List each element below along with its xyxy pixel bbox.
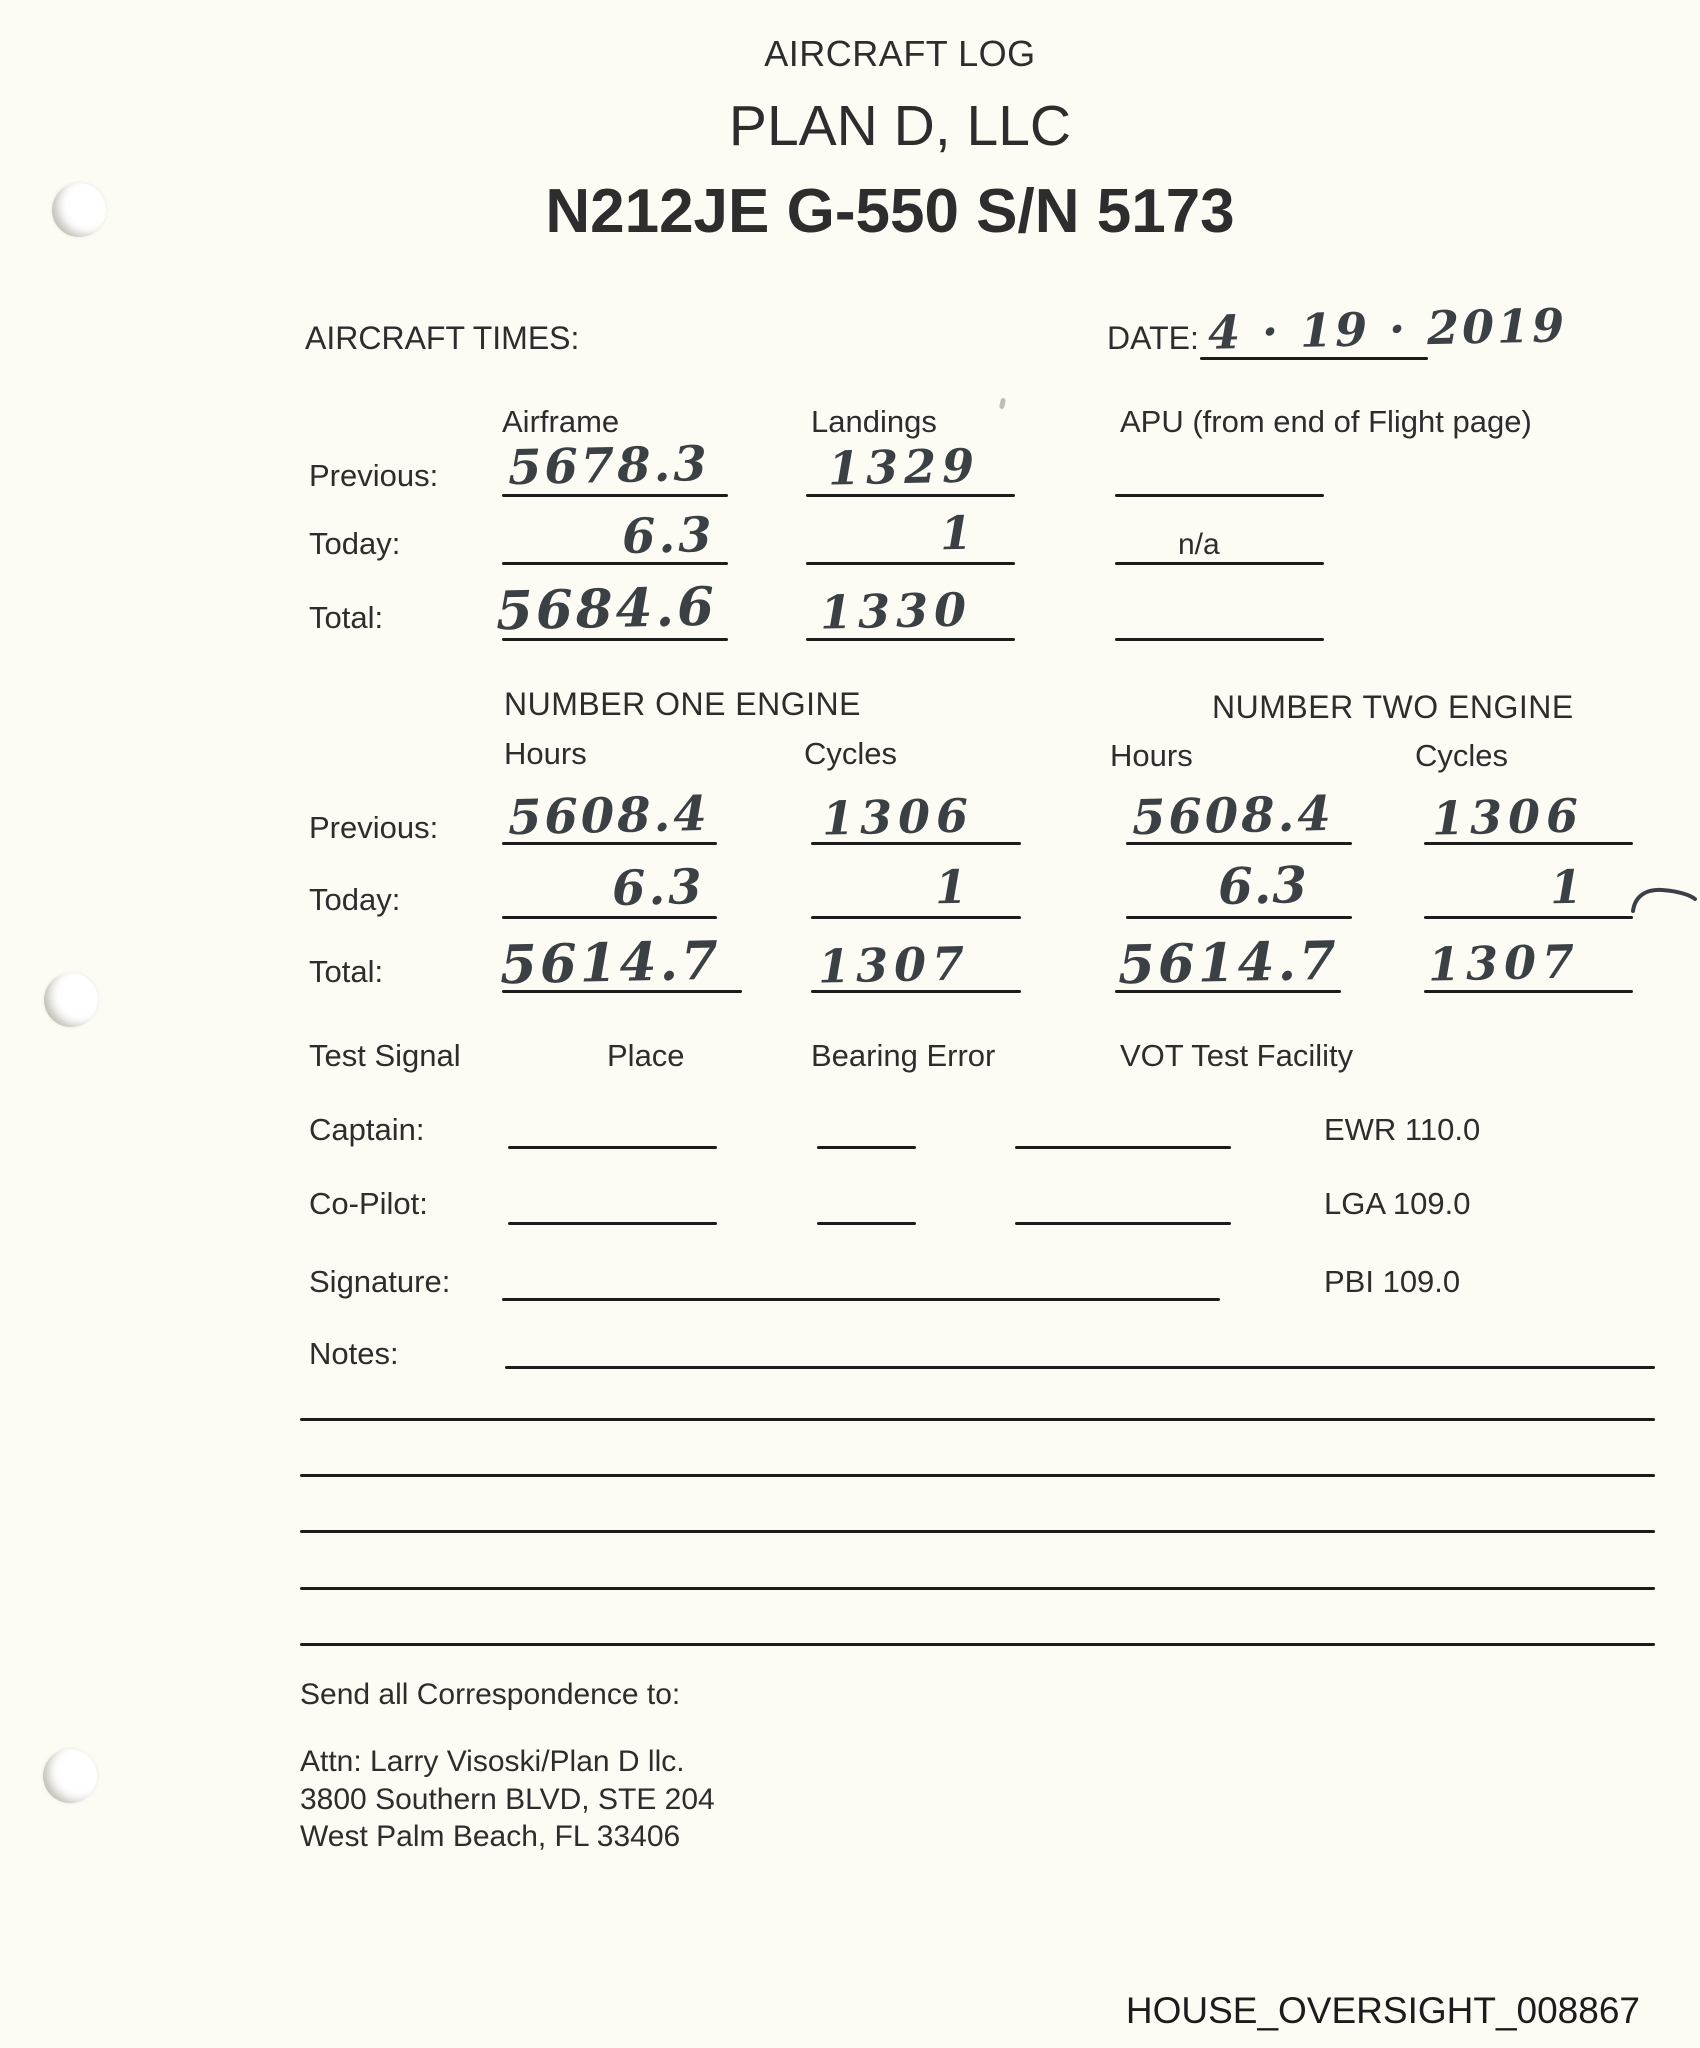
- doc-title: AIRCRAFT LOG: [764, 33, 1036, 74]
- engines-total-label: Total:: [309, 954, 384, 989]
- copilot-label: Co-Pilot:: [309, 1186, 428, 1221]
- notes-line-5: [300, 1587, 1655, 1590]
- date-value-handwritten: 4 · 19 · 2019: [1207, 298, 1568, 360]
- engine-one-title: NUMBER ONE ENGINE: [504, 686, 861, 722]
- facility-pbi: PBI 109.0: [1324, 1264, 1461, 1299]
- airframe-column-header: Airframe: [502, 404, 620, 439]
- notes-line-3: [300, 1474, 1655, 1477]
- notes-line-4: [300, 1530, 1655, 1533]
- copilot-facility-line: [1015, 1222, 1231, 1225]
- notes-line-6: [300, 1643, 1655, 1646]
- today-apu-value: n/a: [1178, 528, 1220, 561]
- engine-one-cycles-header: Cycles: [804, 736, 898, 771]
- signature-line: [502, 1298, 1220, 1301]
- facility-lga: LGA 109.0: [1324, 1186, 1471, 1221]
- aircraft-times-label: AIRCRAFT TIMES:: [305, 320, 580, 356]
- total-airframe-line: [502, 638, 728, 641]
- company-name: PLAN D, LLC: [728, 94, 1072, 158]
- engine-two-today-hours-line: [1126, 916, 1352, 919]
- total-landings-line: [806, 638, 1015, 641]
- captain-place-line: [508, 1146, 717, 1149]
- bearing-error-header: Bearing Error: [811, 1038, 996, 1073]
- engines-today-label: Today:: [309, 882, 401, 917]
- engine-two-total-hours-line: [1115, 990, 1341, 993]
- engine-two-previous-cycles: 1306: [1431, 788, 1585, 846]
- notes-line-2: [300, 1418, 1655, 1421]
- engine-two-hours-header: Hours: [1110, 738, 1193, 773]
- total-landings-value: 1330: [819, 582, 973, 640]
- engine-one-previous-cycles: 1306: [821, 788, 975, 846]
- previous-landings-value: 1329: [827, 438, 981, 496]
- aircraft-identifier: N212JE G-550 S/N 5173: [545, 177, 1235, 246]
- notes-line-1: [505, 1366, 1655, 1369]
- engine-one-previous-hours-line: [502, 842, 717, 845]
- engine-two-total-cycles: 1307: [1427, 934, 1581, 992]
- engine-two-title: NUMBER TWO ENGINE: [1212, 689, 1574, 725]
- copilot-place-line: [508, 1222, 717, 1225]
- engine-two-cycles-header: Cycles: [1415, 738, 1509, 773]
- engine-two-previous-hours: 5608.4: [1131, 785, 1335, 847]
- correspondence-address-line1: 3800 Southern BLVD, STE 204: [300, 1783, 715, 1816]
- pen-mark: [1628, 884, 1700, 916]
- today-airframe-line: [502, 562, 728, 565]
- engine-one-previous-cycles-line: [811, 842, 1021, 845]
- today-landings-line: [806, 562, 1015, 565]
- scan-speck: [998, 397, 1007, 410]
- today-airframe-value: 6.3: [621, 507, 716, 565]
- engine-two-previous-hours-line: [1126, 842, 1352, 845]
- date-underline: [1200, 357, 1428, 360]
- previous-landings-line: [806, 494, 1015, 497]
- vot-facility-header: VOT Test Facility: [1120, 1038, 1354, 1073]
- signature-label: Signature:: [309, 1264, 451, 1299]
- apu-column-header: APU (from end of Flight page): [1120, 404, 1532, 439]
- correspondence-address-line2: West Palm Beach, FL 33406: [300, 1820, 681, 1853]
- engine-one-previous-hours: 5608.4: [507, 785, 711, 847]
- engine-one-total-hours-line: [502, 990, 742, 993]
- times-today-label: Today:: [309, 526, 401, 561]
- captain-facility-line: [1015, 1146, 1231, 1149]
- times-total-label: Total:: [309, 600, 384, 635]
- engine-one-total-cycles-line: [811, 990, 1021, 993]
- punch-hole-middle: [44, 973, 98, 1027]
- engine-two-today-cycles: 1: [1549, 859, 1586, 915]
- engine-one-today-hours-line: [502, 916, 717, 919]
- captain-bearing-line: [817, 1146, 916, 1149]
- engine-one-today-cycles-line: [811, 916, 1021, 919]
- bates-number: HOUSE_OVERSIGHT_008867: [1125, 1990, 1640, 2031]
- facility-ewr: EWR 110.0: [1324, 1112, 1481, 1147]
- engine-one-total-cycles: 1307: [817, 936, 971, 994]
- engine-two-total-hours: 5614.7: [1117, 929, 1340, 997]
- times-previous-label: Previous:: [309, 458, 439, 493]
- previous-airframe-value: 5678.3: [507, 435, 711, 497]
- engine-one-total-hours: 5614.7: [499, 929, 722, 997]
- engine-one-today-hours: 6.3: [611, 859, 706, 917]
- engine-two-today-cycles-line: [1424, 916, 1633, 919]
- date-label: DATE:: [1107, 320, 1199, 356]
- place-header: Place: [607, 1038, 685, 1073]
- engine-two-total-cycles-line: [1424, 990, 1633, 993]
- landings-column-header: Landings: [811, 404, 937, 439]
- previous-airframe-line: [502, 494, 728, 497]
- total-airframe-value: 5684.6: [495, 575, 718, 643]
- captain-label: Captain:: [309, 1112, 425, 1147]
- engine-one-hours-header: Hours: [504, 736, 587, 771]
- today-landings-value: 1: [939, 505, 976, 561]
- copilot-bearing-line: [817, 1222, 916, 1225]
- test-signal-header: Test Signal: [309, 1038, 461, 1073]
- correspondence-heading: Send all Correspondence to:: [300, 1678, 681, 1711]
- today-apu-line: [1115, 562, 1324, 565]
- previous-apu-line: [1115, 494, 1324, 497]
- engine-two-today-hours: 6.3: [1217, 855, 1309, 916]
- notes-label: Notes:: [309, 1336, 399, 1371]
- engine-two-previous-cycles-line: [1424, 842, 1633, 845]
- punch-hole-top: [52, 183, 106, 237]
- engines-previous-label: Previous:: [309, 810, 439, 845]
- total-apu-line: [1115, 638, 1324, 641]
- correspondence-attn: Attn: Larry Visoski/Plan D llc.: [300, 1745, 685, 1778]
- engine-one-today-cycles: 1: [934, 859, 971, 915]
- punch-hole-bottom: [43, 1749, 97, 1803]
